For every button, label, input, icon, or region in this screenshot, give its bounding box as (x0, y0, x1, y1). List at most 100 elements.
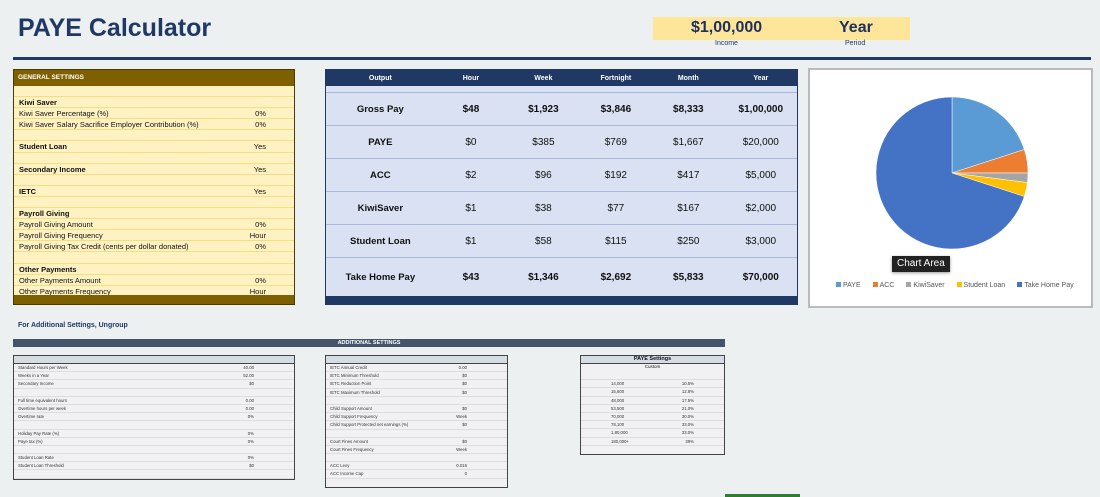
setting-value[interactable]: Yes (253, 164, 266, 174)
setting-value[interactable]: 0% (255, 220, 266, 230)
setting-value[interactable]: 0.016 (456, 463, 467, 469)
output-cell: $250 (677, 235, 700, 247)
setting-value[interactable]: 0% (247, 438, 254, 444)
setting-row: Child Support Frequency Week (326, 413, 507, 422)
legend-label: PAYE (843, 282, 861, 289)
setting-value[interactable]: 0% (247, 430, 254, 436)
setting-value[interactable]: 33.0% (681, 430, 694, 436)
setting-value[interactable]: 40.00 (243, 365, 254, 370)
setting-value[interactable]: $0 (462, 438, 467, 444)
setting-value[interactable]: 0% (247, 414, 254, 420)
setting-label: IETC Minimum Threshold (330, 373, 379, 379)
pie-chart[interactable]: Chart Area PAYE ACC KiwiSaver Student Loan T… (808, 68, 1093, 308)
legend-swatch (956, 282, 962, 287)
setting-value[interactable]: 0.00 (245, 405, 254, 411)
sheet-tab-indicator (725, 494, 800, 497)
paye-settings-table: PAYE Settings Custom 14,000 10.5% 15,600 12… (580, 355, 725, 455)
output-row: KiwiSaver $1 $38 $77 $167 $2,000 (326, 192, 797, 225)
chart-tooltip: Chart Area (892, 256, 950, 272)
setting-label: Weeks in a Year (18, 373, 49, 379)
setting-value[interactable]: 30.0% (681, 413, 694, 419)
setting-value[interactable]: 17.5% (681, 397, 694, 403)
setting-value[interactable]: 0% (255, 242, 266, 252)
output-header-row: Output Hour Week Fortnight Month Year (326, 70, 797, 86)
general-setting-row: Other Payments Amount 0% (14, 275, 294, 286)
setting-value[interactable]: 0 (464, 471, 467, 477)
setting-value[interactable]: Week (456, 414, 467, 420)
paye-settings-mode[interactable]: Custom (644, 364, 661, 369)
setting-row: Standard Hours per Week 40.00 (14, 364, 294, 373)
setting-label: IETC (19, 186, 37, 196)
pie-slice-take-home-pay[interactable] (875, 96, 1025, 250)
setting-label: Paye tax (%) (18, 438, 43, 444)
output-cell: $167 (677, 202, 700, 214)
setting-value[interactable]: 21.0% (681, 405, 694, 411)
setting-label: Secondary Income (19, 164, 86, 174)
setting-row (14, 389, 294, 397)
general-setting-row: Payroll Giving Frequency Hour (14, 230, 294, 242)
setting-value[interactable]: 12.8% (681, 389, 694, 395)
setting-value[interactable]: 0% (255, 109, 266, 119)
output-cell: $77 (607, 202, 625, 214)
output-cell: $20,000 (742, 136, 779, 148)
setting-label: Full time equivalent hours (18, 397, 67, 403)
setting-value[interactable]: 52.00 (243, 373, 254, 379)
output-cell: $192 (604, 169, 627, 181)
legend-item: Student Loan (956, 282, 1005, 289)
setting-label: Court Fines Amount (330, 438, 368, 444)
setting-value[interactable]: 0% (255, 120, 266, 130)
output-row: Take Home Pay $43 $1,346 $2,692 $5,833 $70,00… (326, 258, 797, 298)
legend-item: KiwiSaver (906, 282, 945, 289)
setting-value[interactable]: $0 (462, 373, 467, 379)
setting-value[interactable]: $0 (249, 381, 254, 387)
general-setting-row: Payroll Giving (14, 208, 294, 220)
setting-value[interactable]: $0 (462, 422, 467, 428)
general-settings-footer (14, 295, 294, 304)
setting-value[interactable]: $0 (462, 405, 467, 411)
setting-value[interactable]: 0.00 (245, 397, 254, 403)
output-column-header: Week (534, 74, 553, 82)
setting-label: Payroll Giving Amount (19, 220, 93, 230)
period-value[interactable]: Year (839, 19, 873, 36)
setting-value[interactable]: $0 (249, 463, 254, 469)
setting-row (14, 470, 294, 479)
output-cell: $115 (605, 235, 627, 247)
setting-value[interactable]: Week (456, 446, 467, 452)
output-cell: $2 (465, 169, 477, 181)
legend-item: Take Home Pay (1017, 282, 1074, 289)
setting-value[interactable]: Hour (249, 286, 266, 296)
setting-row: Secondary Income $0 (14, 380, 294, 389)
setting-value[interactable]: Hour (249, 231, 266, 241)
setting-value[interactable]: 0% (247, 455, 254, 461)
output-cell: $3,846 (600, 103, 632, 115)
output-cell: $1,346 (528, 272, 559, 283)
income-value[interactable]: $1,00,000 (691, 19, 763, 36)
setting-value[interactable]: Yes (253, 186, 266, 196)
pie-plot[interactable] (810, 70, 1091, 254)
setting-row: Holiday Pay Rate (%) 0% (14, 430, 294, 438)
general-setting-row (14, 197, 294, 209)
setting-value[interactable]: $0 (462, 389, 467, 395)
setting-value[interactable]: $0 (462, 381, 467, 387)
setting-value[interactable]: 0% (255, 275, 266, 285)
additional-settings-left: Standard Hours per Week 40.00 Weeks in a Y… (13, 355, 295, 480)
general-setting-row (14, 130, 294, 142)
setting-label: IETC Annual Credit (330, 365, 367, 370)
setting-value[interactable]: Yes (253, 142, 266, 152)
period-label: Period (845, 40, 866, 47)
setting-value[interactable]: 33.0% (681, 422, 694, 428)
setting-row: IETC Annual Credit 0.00 (326, 364, 507, 373)
setting-value[interactable]: 39% (685, 438, 694, 444)
legend-swatch (872, 282, 878, 287)
setting-label: Holiday Pay Rate (%) (18, 430, 60, 436)
pie-slice-paye[interactable] (951, 96, 1025, 174)
setting-value[interactable]: 10.5% (681, 381, 694, 387)
income-label: Income (715, 40, 738, 47)
setting-value[interactable]: 0.00 (458, 365, 467, 370)
setting-row: Full time equivalent hours 0.00 (14, 397, 294, 405)
output-row: Student Loan $1 $58 $115 $250 $3,000 (326, 225, 797, 258)
setting-row: ACC Levy 0.016 (326, 462, 507, 471)
setting-row (14, 421, 294, 430)
setting-label: Other Payments Frequency (19, 286, 111, 296)
setting-row: 53,500 21.0% (581, 405, 724, 413)
